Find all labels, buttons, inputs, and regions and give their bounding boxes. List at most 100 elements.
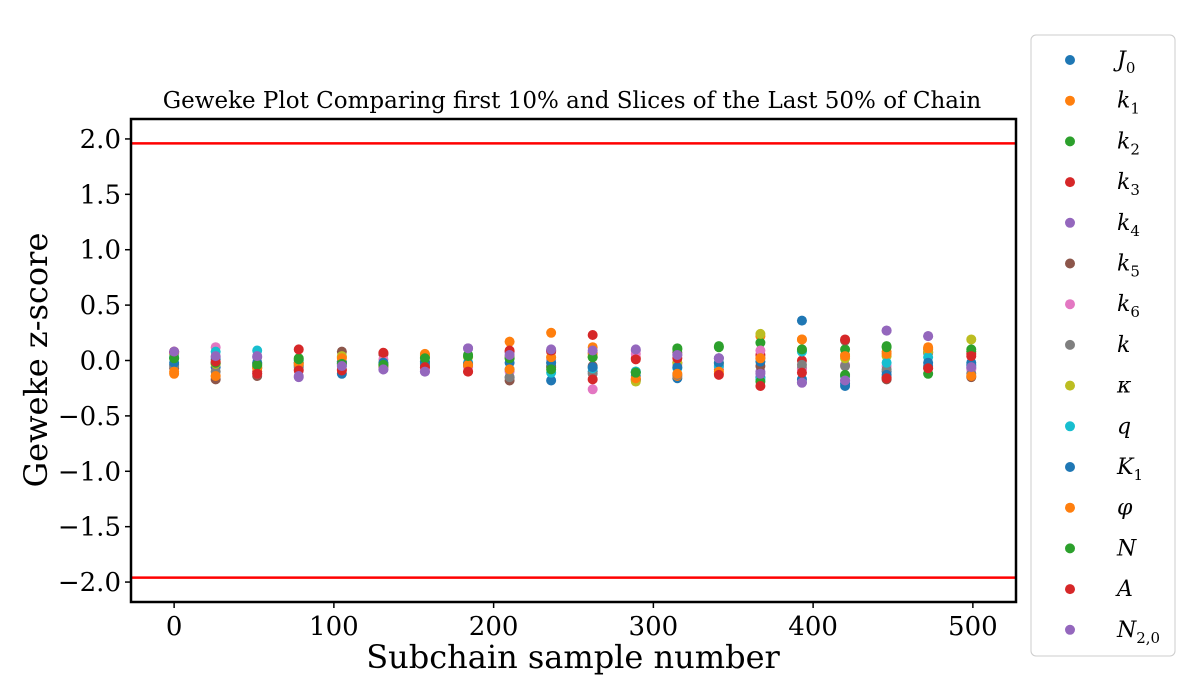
data-point — [587, 345, 598, 356]
data-point — [504, 364, 515, 375]
y-axis-label: Geweke z-score — [17, 233, 55, 488]
data-point — [881, 373, 892, 384]
series-13 — [169, 334, 977, 391]
y-tick-label: 1.5 — [80, 180, 121, 210]
legend-marker — [1065, 95, 1075, 106]
data-point — [378, 347, 389, 358]
data-point — [796, 344, 807, 355]
legend-label: k — [1117, 333, 1130, 358]
x-axis: 0 100 200 300 400 500 — [166, 602, 998, 642]
data-point — [587, 374, 598, 385]
data-point — [630, 367, 641, 378]
data-point — [252, 368, 263, 379]
legend-marker — [1065, 624, 1075, 635]
data-point — [881, 342, 892, 353]
data-point — [713, 369, 724, 380]
x-tick-label: 100 — [309, 612, 359, 642]
legend-marker — [1065, 421, 1075, 432]
data-point — [840, 351, 851, 362]
series-0 — [169, 315, 977, 391]
data-point — [923, 363, 934, 374]
series-6 — [169, 342, 977, 395]
legend-marker — [1065, 217, 1075, 228]
data-point — [587, 362, 598, 373]
series-9 — [169, 345, 977, 385]
legend-marker — [1065, 136, 1075, 147]
series-10 — [169, 354, 977, 389]
series-7 — [169, 353, 977, 386]
data-point — [210, 351, 221, 362]
data-point — [546, 344, 557, 355]
legend-label: N — [1116, 536, 1137, 561]
data-point — [966, 371, 977, 382]
data-point — [546, 327, 557, 338]
data-point — [796, 334, 807, 345]
series-2 — [169, 337, 977, 377]
y-tick-label: −1.0 — [58, 457, 121, 487]
legend-marker — [1065, 584, 1075, 595]
x-axis-label: Subchain sample number — [366, 638, 780, 676]
series-4 — [169, 325, 977, 388]
data-point — [252, 359, 263, 370]
data-point — [796, 315, 807, 326]
data-point — [755, 337, 766, 348]
legend-marker — [1065, 55, 1075, 65]
y-tick-label: 1.0 — [80, 236, 121, 266]
legend-marker — [1065, 177, 1075, 188]
data-point — [923, 331, 934, 342]
y-axis: 2.0 1.5 1.0 0.5 0.0 −0.5 −1.0 −1.5 −2.0 — [58, 125, 131, 598]
series-12 — [169, 342, 977, 387]
plot-area — [131, 142, 1016, 579]
data-point — [293, 371, 304, 382]
series-3 — [169, 330, 977, 383]
x-tick-label: 400 — [788, 612, 838, 642]
data-point — [293, 344, 304, 355]
data-point — [881, 357, 892, 368]
data-point — [504, 349, 515, 360]
legend-label: q — [1117, 414, 1131, 439]
data-point — [881, 325, 892, 336]
legend-label: A — [1115, 577, 1133, 602]
data-point — [672, 349, 683, 360]
data-point — [587, 330, 598, 341]
data-point — [755, 345, 766, 356]
data-point — [755, 380, 766, 391]
legend-marker — [1065, 258, 1075, 269]
x-tick-label: 500 — [948, 612, 998, 642]
data-point — [419, 366, 430, 377]
data-point — [293, 354, 304, 365]
data-point — [672, 368, 683, 379]
data-point — [966, 362, 977, 373]
x-tick-label: 300 — [629, 612, 679, 642]
data-point — [546, 364, 557, 375]
data-point — [966, 334, 977, 345]
data-point — [796, 359, 807, 370]
data-point — [840, 334, 851, 345]
data-point — [755, 368, 766, 379]
data-point — [755, 328, 766, 339]
series-8 — [169, 328, 977, 387]
series-11 — [169, 334, 977, 384]
data-point — [630, 344, 641, 355]
y-tick-label: 0.0 — [80, 347, 121, 377]
series-5 — [169, 335, 977, 386]
x-tick-label: 200 — [469, 612, 519, 642]
data-point — [252, 351, 263, 362]
series-1 — [169, 327, 977, 385]
y-tick-label: −2.0 — [58, 568, 121, 598]
data-point — [504, 336, 515, 347]
y-tick-label: −1.5 — [58, 513, 121, 543]
data-point — [169, 366, 180, 377]
data-point — [210, 371, 221, 382]
data-point — [840, 361, 851, 372]
chart-title: Geweke Plot Comparing first 10% and Slic… — [163, 88, 982, 114]
data-point — [419, 353, 430, 364]
legend-box — [1030, 34, 1176, 657]
data-point — [463, 343, 474, 354]
legend-marker — [1065, 543, 1075, 554]
data-point — [713, 342, 724, 353]
data-point — [463, 366, 474, 377]
data-point — [463, 351, 474, 362]
